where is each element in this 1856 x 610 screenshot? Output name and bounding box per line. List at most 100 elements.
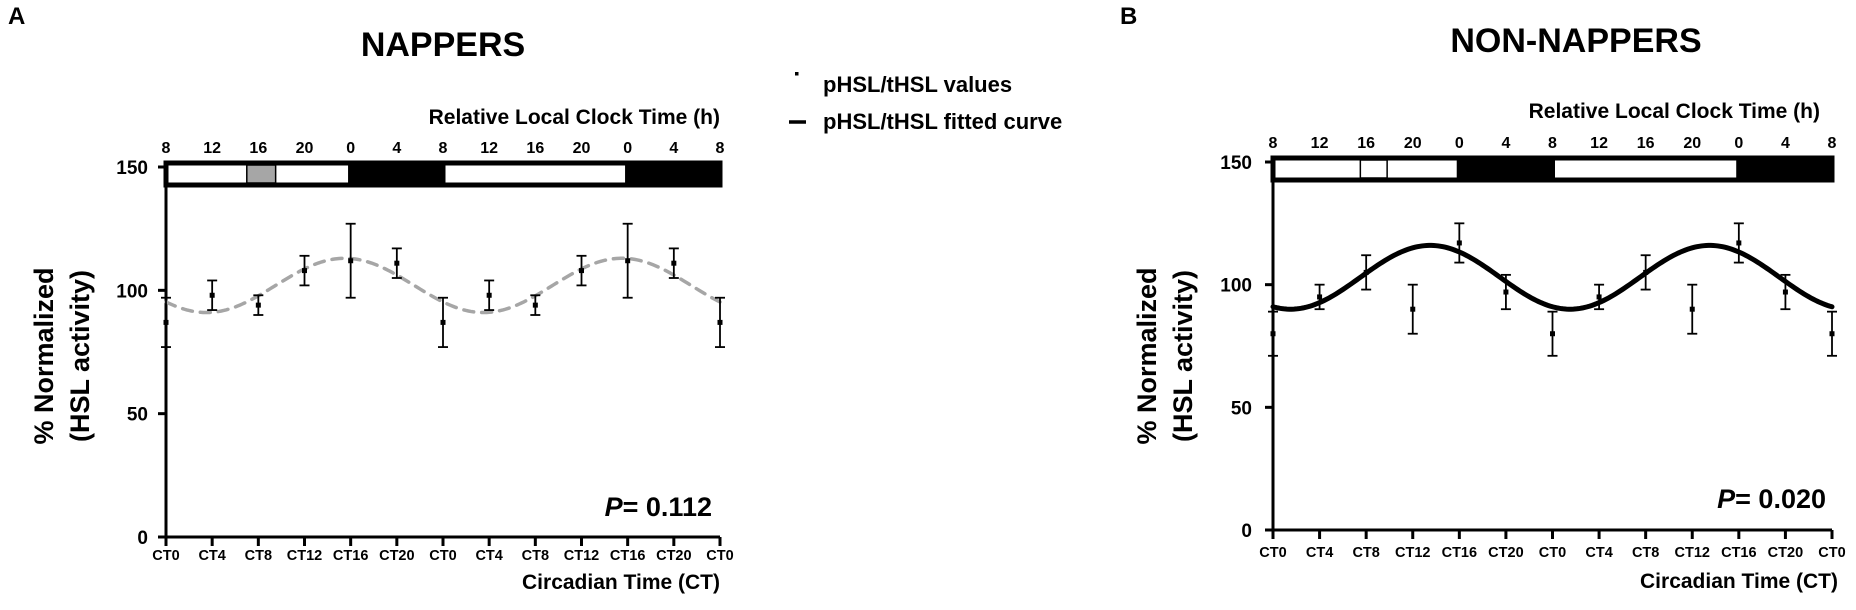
point-marker xyxy=(1689,306,1695,312)
data-point xyxy=(1687,283,1698,335)
top-tick-label: 0 xyxy=(346,140,355,157)
point-marker xyxy=(532,302,538,308)
point-marker xyxy=(1503,289,1509,295)
point-marker xyxy=(671,260,677,266)
x-tick-label: CT8 xyxy=(522,548,549,564)
y-tick-label: 0 xyxy=(137,528,148,549)
x-tick-label: CT20 xyxy=(1488,545,1523,561)
y-axis-title-line1: % Normalized xyxy=(1132,267,1162,444)
point-marker xyxy=(1363,269,1369,275)
y-tick-label: 50 xyxy=(127,405,148,426)
data-point xyxy=(1407,283,1418,335)
x-tick-label: CT0 xyxy=(429,548,456,564)
data-point xyxy=(1454,222,1465,264)
point-marker xyxy=(348,258,354,264)
top-tick-label: 8 xyxy=(1548,135,1557,152)
top-tick-label: 4 xyxy=(1501,135,1510,152)
x-tick-label: CT0 xyxy=(1818,545,1845,561)
x-tick-label: CT16 xyxy=(1442,545,1477,561)
top-tick-label: 12 xyxy=(480,140,498,157)
y-tick-label: 100 xyxy=(1220,276,1252,297)
data-point xyxy=(1733,222,1744,264)
light-dark-bar-dark xyxy=(1456,155,1556,183)
x-tick-label: CT16 xyxy=(610,548,645,564)
top-tick-label: 12 xyxy=(1311,135,1329,152)
point-marker xyxy=(1643,269,1649,275)
point-marker xyxy=(717,319,723,325)
data-point xyxy=(1361,254,1372,291)
top-tick-label: 8 xyxy=(162,140,171,157)
light-dark-bar-dark xyxy=(1736,155,1835,183)
top-axis-title: Relative Local Clock Time (h) xyxy=(1529,100,1820,123)
x-axis-title: Circadian Time (CT) xyxy=(522,571,720,594)
top-tick-label: 12 xyxy=(203,140,221,157)
data-point xyxy=(391,247,402,279)
x-tick-label: CT20 xyxy=(1768,545,1803,561)
top-tick-label: 0 xyxy=(1734,135,1743,152)
top-tick-label: 8 xyxy=(1828,135,1837,152)
point-marker xyxy=(440,319,446,325)
x-axis-title: Circadian Time (CT) xyxy=(1640,570,1838,593)
point-marker xyxy=(579,268,584,274)
x-tick-label: CT4 xyxy=(1585,545,1612,561)
data-point xyxy=(622,222,633,299)
x-tick-label: CT0 xyxy=(1259,545,1286,561)
data-point xyxy=(1594,283,1605,311)
point-marker xyxy=(1550,331,1555,337)
p-value-symbol: P xyxy=(1717,484,1736,514)
nap-marker xyxy=(246,164,277,184)
top-tick-label: 16 xyxy=(1637,135,1655,152)
data-point xyxy=(253,294,264,316)
top-tick-label: 12 xyxy=(1590,135,1608,152)
x-tick-label: CT0 xyxy=(1539,545,1566,561)
point-marker xyxy=(1317,294,1323,300)
x-tick-label: CT12 xyxy=(1675,545,1710,561)
legend-values-marker xyxy=(795,72,799,76)
data-point xyxy=(1314,283,1325,311)
x-tick-label: CT16 xyxy=(333,548,368,564)
data-point xyxy=(1547,310,1558,357)
x-tick-label: CT4 xyxy=(475,548,502,564)
top-tick-label: 4 xyxy=(1781,135,1790,152)
panel-nappers: A NAPPERS Relative Local Clock Time (h) 8 12… xyxy=(8,3,734,594)
x-tick-label: CT8 xyxy=(1632,545,1659,561)
nap-marker xyxy=(1359,159,1388,179)
data-point xyxy=(576,254,587,287)
x-tick-label: CT12 xyxy=(564,548,599,564)
top-tick-label: 20 xyxy=(1683,135,1701,152)
point-marker xyxy=(209,292,215,298)
data-point xyxy=(1640,254,1651,291)
data-point xyxy=(438,296,448,348)
panel-letter: B xyxy=(1120,3,1137,30)
top-tick-label: 16 xyxy=(1357,135,1375,152)
panel-title: NON-NAPPERS xyxy=(1450,22,1701,60)
y-tick-label: 0 xyxy=(1241,521,1252,542)
y-axis-title-line1: % Normalized xyxy=(29,267,59,444)
point-marker xyxy=(1410,306,1416,312)
light-dark-bar-light xyxy=(1550,155,1742,183)
point-marker xyxy=(1456,240,1462,246)
point-marker xyxy=(163,319,169,325)
panel-non-nappers: B NON-NAPPERS Relative Local Clock Time (h… xyxy=(1120,3,1846,593)
top-tick-label: 8 xyxy=(716,140,725,157)
data-point xyxy=(484,279,495,311)
p-value-annotation: P= 0.020 xyxy=(1717,484,1826,514)
y-tick-label: 150 xyxy=(116,158,148,179)
data-point xyxy=(161,296,171,348)
point-marker xyxy=(255,302,261,308)
top-tick-label: 8 xyxy=(439,140,448,157)
y-tick-label: 50 xyxy=(1231,398,1252,419)
point-marker xyxy=(394,260,400,266)
x-tick-label: CT20 xyxy=(379,548,414,564)
light-dark-bar-light xyxy=(440,160,631,188)
data-point xyxy=(207,279,218,311)
legend: pHSL/tHSL values pHSL/tHSL fitted curve xyxy=(789,72,1062,134)
fitted-curve xyxy=(1270,242,1835,312)
top-tick-label: 16 xyxy=(249,140,267,157)
top-tick-label: 0 xyxy=(623,140,632,157)
top-tick-label: 16 xyxy=(526,140,544,157)
light-dark-bar-dark xyxy=(625,160,723,188)
top-tick-label: 20 xyxy=(1404,135,1422,152)
y-tick-label: 150 xyxy=(1220,153,1252,174)
y-axis-title-line2: (HSL activity) xyxy=(65,270,95,442)
